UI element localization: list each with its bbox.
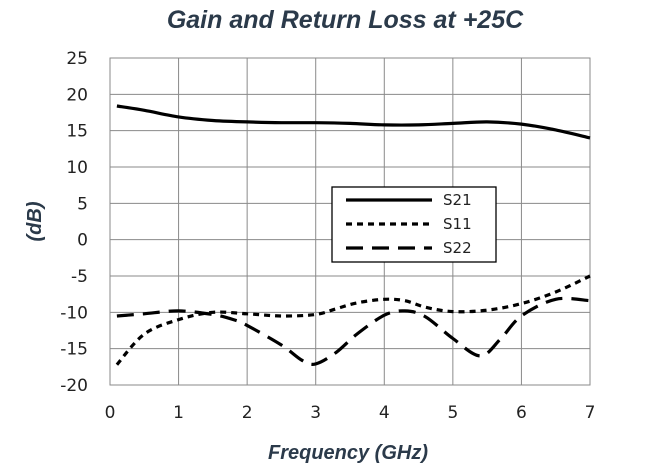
x-tick-label: 1 [173,403,184,423]
y-tick-label: 20 [66,85,88,105]
x-tick-label: 7 [585,403,596,423]
x-tick-label: 5 [447,403,458,423]
y-tick-label: -5 [71,267,88,287]
x-tick-label: 0 [105,403,116,423]
series-line-s11 [115,274,591,366]
x-tick-label: 2 [242,403,253,423]
series-line-s21 [116,104,591,140]
y-tick-label: -15 [60,340,88,360]
y-tick-label: 0 [77,231,88,251]
y-axis-ticks: 25 20 15 10 5 0 -5 -10 -15 -20 [60,49,88,396]
legend: S21 S11 S22 [331,186,497,263]
plot-area-frame [109,57,591,386]
x-tick-label: 4 [379,403,390,423]
x-tick-label: 6 [516,403,527,423]
legend-label-s11: S11 [443,215,472,233]
chart-title: Gain and Return Loss at +25C [167,6,524,34]
x-axis-label: Frequency (GHz) [268,442,428,464]
series-line-s22 [116,296,591,366]
y-tick-label: 5 [77,194,88,214]
y-axis-label: (dB) [24,201,46,241]
x-axis-ticks: 0 1 2 3 4 5 6 7 [105,403,596,423]
legend-label-s22: S22 [443,239,472,257]
y-tick-label: 10 [66,158,88,178]
y-tick-label: 25 [66,49,88,69]
legend-label-s21: S21 [443,191,472,209]
x-tick-label: 3 [310,403,321,423]
series-lines [115,104,591,366]
y-tick-label: -20 [60,376,88,396]
y-tick-label: 15 [66,122,88,142]
y-tick-label: -10 [60,303,88,323]
